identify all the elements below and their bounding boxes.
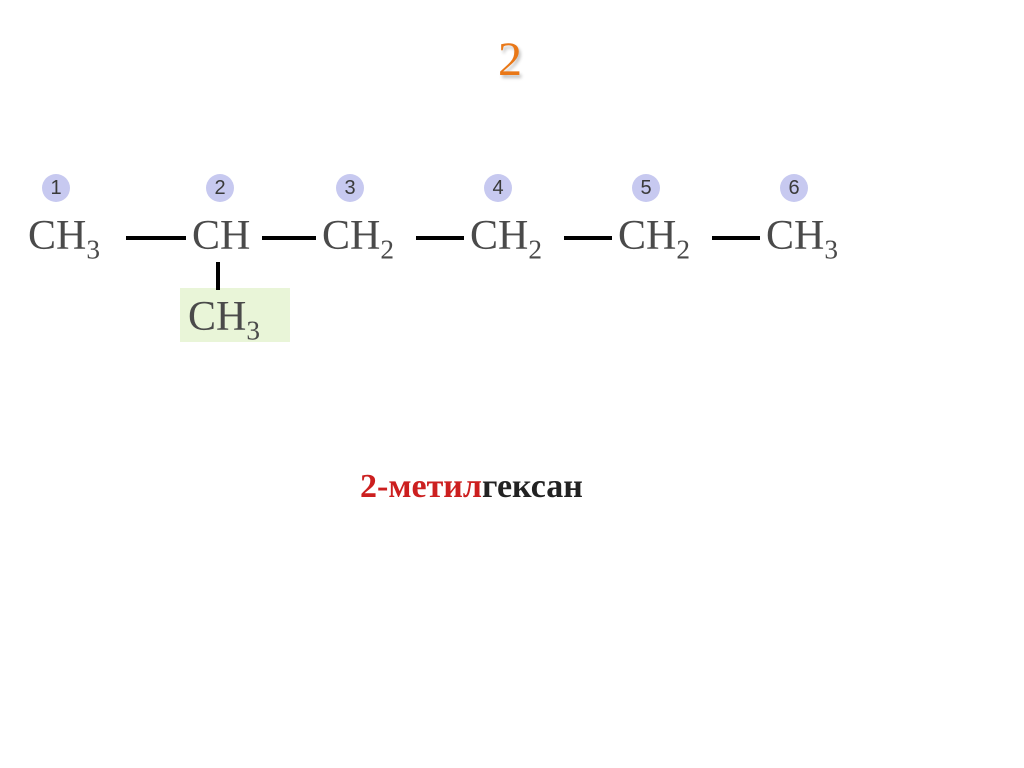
page-title: 2: [498, 32, 522, 87]
bond-1-2: [126, 236, 186, 240]
carbon-index-2: 2: [206, 174, 234, 202]
compound-root: гексан: [482, 468, 583, 505]
badge-label: 2: [214, 177, 225, 200]
carbon-3: CH2: [322, 215, 394, 257]
compound-prefix: 2-метил: [360, 468, 482, 505]
carbon-index-6: 6: [780, 174, 808, 202]
compound-name: 2-метилгексан: [360, 468, 583, 506]
carbon-5: CH2: [618, 215, 690, 257]
substituent-ch3: CH3: [188, 296, 260, 338]
diagram-stage: 2 1 2 3 4 5 6 CH3 CH CH2 CH2 CH2 CH3 CH3…: [0, 0, 1024, 768]
carbon-2: CH: [192, 215, 250, 257]
carbon-4: CH2: [470, 215, 542, 257]
carbon-index-1: 1: [42, 174, 70, 202]
badge-label: 4: [492, 177, 503, 200]
badge-label: 6: [788, 177, 799, 200]
bond-4-5: [564, 236, 612, 240]
bond-3-4: [416, 236, 464, 240]
badge-label: 5: [640, 177, 651, 200]
badge-label: 3: [344, 177, 355, 200]
carbon-6: CH3: [766, 215, 838, 257]
carbon-1: CH3: [28, 215, 100, 257]
carbon-index-4: 4: [484, 174, 512, 202]
bond-2-3: [262, 236, 316, 240]
carbon-index-3: 3: [336, 174, 364, 202]
bond-2-sub: [216, 262, 220, 290]
badge-label: 1: [50, 177, 61, 200]
carbon-index-5: 5: [632, 174, 660, 202]
bond-5-6: [712, 236, 760, 240]
